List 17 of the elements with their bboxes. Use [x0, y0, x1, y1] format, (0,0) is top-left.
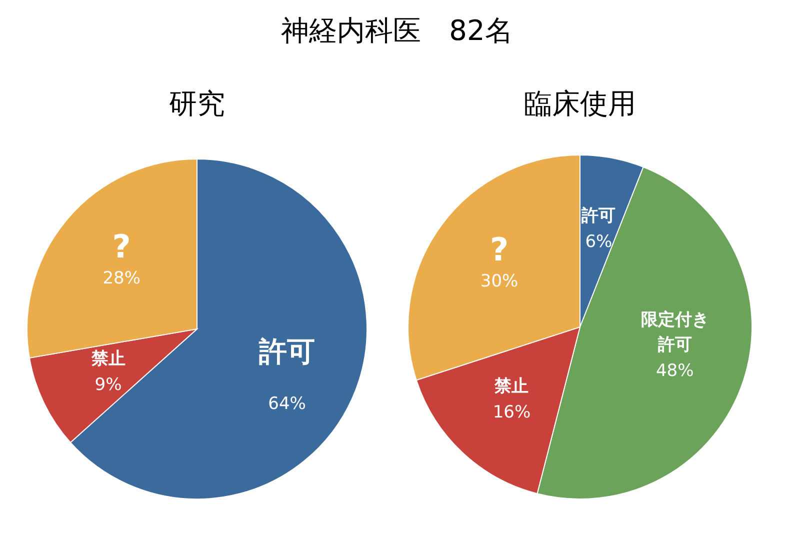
data-label: 28%: [102, 268, 140, 288]
slice-label: ?: [112, 227, 131, 266]
slice-label: 許可: [580, 206, 616, 226]
slice-label: 許可: [258, 335, 316, 368]
chart-subtitle: 臨床使用: [524, 87, 636, 120]
data-label: 30%: [480, 271, 518, 292]
data-label: 64%: [268, 394, 306, 414]
slice-label: ?: [490, 230, 509, 268]
data-label: 16%: [492, 402, 531, 423]
data-label: 6%: [585, 232, 612, 252]
slice-label: 限定付き許可: [640, 310, 709, 355]
chart-title: 神経内科医 82名: [281, 14, 513, 47]
slice-label: 禁止: [90, 348, 126, 369]
data-label: 48%: [656, 360, 694, 381]
data-label: 9%: [94, 374, 122, 395]
chart-subtitle: 研究: [169, 87, 225, 120]
slice-label: 禁止: [494, 376, 529, 397]
